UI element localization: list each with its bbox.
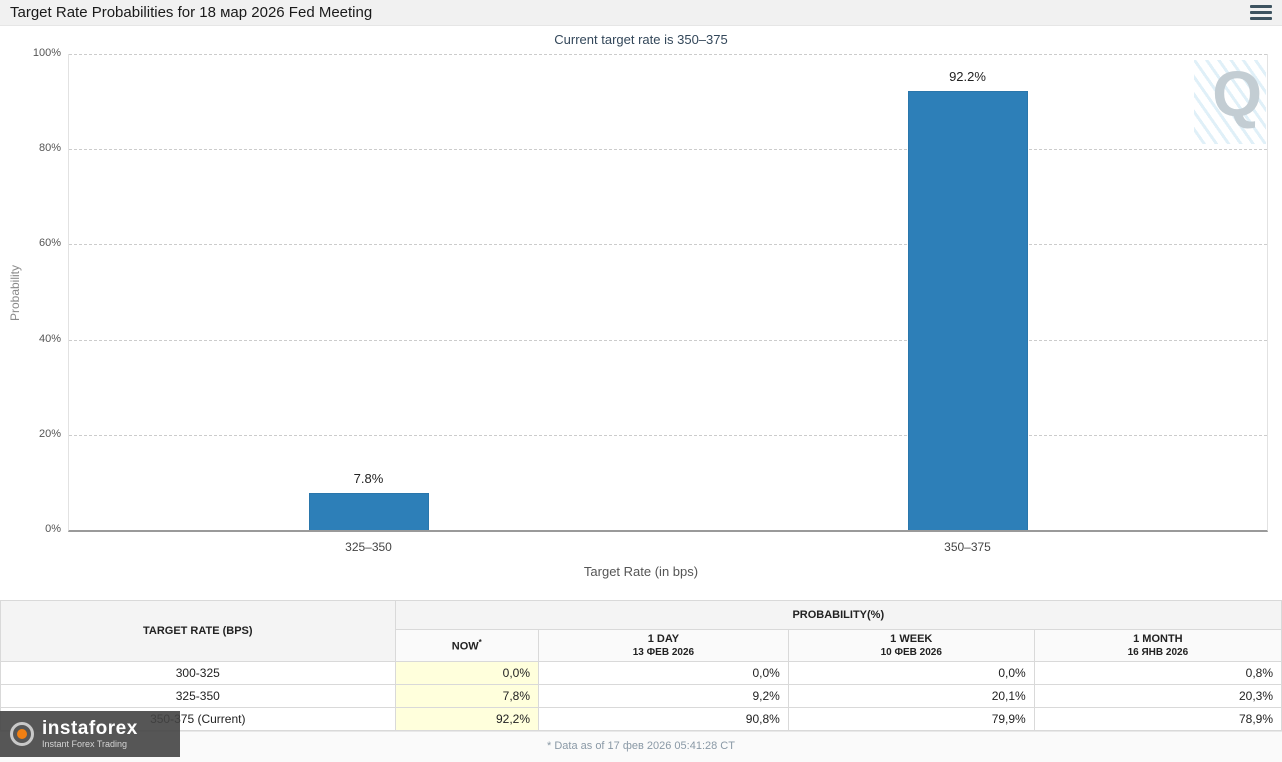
x-axis-tick-label: 350–375 [944, 540, 991, 554]
1week-value-cell: 0,0% [787, 661, 1035, 685]
y-axis-tick-label: 0% [45, 523, 61, 535]
table-group-header-row: TARGET RATE (BPS) PROBABILITY(%) [0, 600, 1282, 662]
chart-header-bar: Target Rate Probabilities for 18 мар 202… [0, 0, 1282, 26]
gridline [69, 54, 1267, 55]
1month-value-cell: 78,9% [1033, 707, 1282, 731]
now-asterisk: * [478, 638, 482, 648]
y-axis-tick-label: 40% [38, 332, 61, 345]
instaforex-logo: instaforex Instant Forex Trading [0, 711, 180, 757]
gridline [69, 244, 1267, 246]
1day-value-cell: 90,8% [538, 707, 789, 731]
column-header-1month: 1 MONTH 16 ЯНВ 2026 [1033, 629, 1282, 662]
data-asof-footnote: * Data as of 17 фев 2026 05:41:28 CT [0, 731, 1282, 762]
gridline [69, 434, 1267, 436]
1week-value-cell: 79,9% [787, 707, 1035, 731]
y-axis-title: Probability [8, 264, 22, 322]
table-row: 300-325 0,0% 0,0% 0,0% 0,8% [0, 661, 1282, 685]
probability-bar-chart: Current target rate is 350–375 Probabili… [0, 26, 1282, 600]
y-axis-tick-label: 20% [38, 427, 61, 440]
chart-subtitle: Current target rate is 350–375 [554, 32, 728, 47]
instaforex-icon [10, 722, 34, 746]
1week-value-cell: 20,1% [787, 684, 1035, 708]
1day-value-cell: 9,2% [538, 684, 789, 708]
probability-group-header: PROBABILITY(%) [394, 600, 1282, 630]
table-row: 325-350 7,8% 9,2% 20,1% 20,3% [0, 684, 1282, 708]
instaforex-logo-name: instaforex [42, 717, 138, 739]
gridline [69, 339, 1267, 341]
1month-value-cell: 0,8% [1033, 661, 1282, 685]
y-axis-tick-label: 100% [32, 47, 61, 59]
now-value-cell: 0,0% [394, 661, 540, 685]
x-axis-tick-label: 325–350 [345, 540, 392, 554]
now-value-cell: 92,2% [394, 707, 540, 731]
rate-cell: 325-350 [0, 684, 396, 708]
column-header-now: NOW* [394, 629, 540, 662]
column-header-1week: 1 WEEK 10 ФЕВ 2026 [787, 629, 1035, 662]
q-logo-letter: Q [1212, 58, 1262, 130]
y-axis-tick-label: 60% [38, 237, 61, 250]
target-rate-column-header: TARGET RATE (BPS) [0, 600, 396, 662]
now-value-cell: 7,8% [394, 684, 540, 708]
1month-value-cell: 20,3% [1033, 684, 1282, 708]
hamburger-line [1250, 17, 1272, 20]
rate-cell: 300-325 [0, 661, 396, 685]
page-title: Target Rate Probabilities for 18 мар 202… [10, 4, 373, 21]
plot-area: 0% 20% 40% 60% 80% 100% 7.8% 325–350 92.2% 350–37… [33, 47, 1268, 554]
hamburger-line [1250, 11, 1272, 14]
probability-bar-350–375 [907, 91, 1028, 530]
bar-value-label: 7.8% [353, 470, 384, 486]
probability-bar-325–350 [308, 492, 429, 530]
hamburger-line [1250, 5, 1272, 8]
1day-value-cell: 0,0% [538, 661, 789, 685]
column-header-1day: 1 DAY 13 ФЕВ 2026 [538, 629, 789, 662]
bar-value-label: 92.2% [949, 69, 986, 85]
y-axis-tick-label: 80% [38, 142, 61, 155]
probability-table: TARGET RATE (BPS) PROBABILITY(%) NOW* 1 … [0, 600, 1282, 731]
instaforex-logo-tagline: Instant Forex Trading [42, 738, 128, 749]
quikstrike-watermark: Q [1194, 60, 1266, 144]
x-axis-title: Target Rate (in bps) [583, 564, 699, 579]
hamburger-menu-icon[interactable] [1250, 1, 1272, 24]
table-column-header-row: NOW* 1 DAY 13 ФЕВ 2026 1 WEEK 10 ФЕВ 202… [1, 629, 1282, 662]
gridline [69, 149, 1267, 151]
table-row: 350-375 (Current) 92,2% 90,8% 79,9% 78,9… [0, 707, 1282, 731]
watermark-stripes-decoration [1194, 60, 1266, 144]
